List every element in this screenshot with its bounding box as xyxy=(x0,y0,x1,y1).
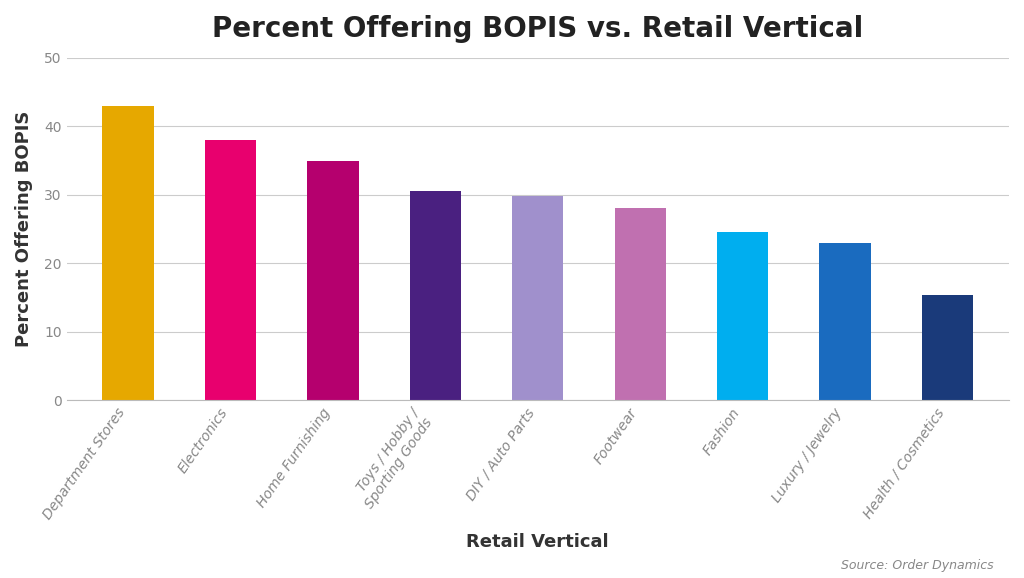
Y-axis label: Percent Offering BOPIS: Percent Offering BOPIS xyxy=(15,111,33,347)
Bar xyxy=(205,140,256,400)
Bar xyxy=(614,209,666,400)
Bar xyxy=(819,243,870,400)
Title: Percent Offering BOPIS vs. Retail Vertical: Percent Offering BOPIS vs. Retail Vertic… xyxy=(212,15,863,43)
Bar xyxy=(512,196,563,400)
Bar xyxy=(922,295,973,400)
Text: Source: Order Dynamics: Source: Order Dynamics xyxy=(841,560,993,572)
Bar xyxy=(410,191,461,400)
Bar xyxy=(102,106,154,400)
Bar xyxy=(717,232,768,400)
X-axis label: Retail Vertical: Retail Vertical xyxy=(467,533,609,551)
Bar xyxy=(307,161,358,400)
